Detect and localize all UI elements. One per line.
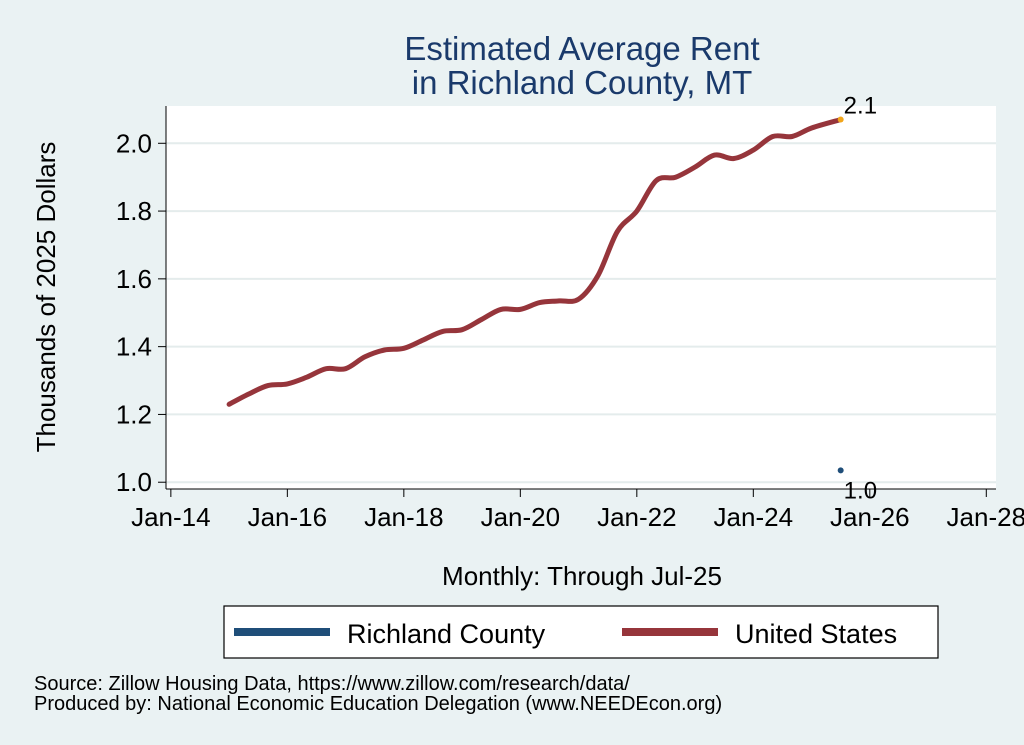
x-tick-label: Jan-24 (714, 502, 794, 532)
x-tick-label: Jan-18 (364, 502, 444, 532)
y-tick-label: 1.2 (116, 399, 152, 429)
source-note: Source: Zillow Housing Data, https://www… (34, 673, 630, 695)
series-point-richland-county (837, 467, 844, 474)
y-axis-ticks: 1.0 1.2 1.4 1.6 1.8 2.0 (116, 128, 166, 497)
x-axis-ticks: Jan-14 Jan-16 Jan-18 Jan-20 Jan-22 Jan-24 Jan-… (131, 489, 1024, 532)
x-tick-label: Jan-26 (830, 502, 910, 532)
x-tick-label: Jan-22 (597, 502, 677, 532)
chart-title-line-1: Estimated Average Rent (404, 30, 759, 67)
y-tick-label: 1.4 (116, 332, 152, 362)
series-end-marker-united-states (837, 116, 844, 123)
legend-box (223, 605, 939, 659)
series-group: 2.1 1.0 (226, 93, 877, 504)
x-tick-label: Jan-16 (248, 502, 328, 532)
legend-label-us: United States (735, 619, 897, 649)
x-axis-label: Monthly: Through Jul-25 (442, 561, 722, 591)
chart-title-line-2: in Richland County, MT (412, 64, 753, 101)
x-tick-label: Jan-28 (947, 502, 1024, 532)
producer-note: Produced by: National Economic Education… (34, 693, 722, 715)
legend-label-richland: Richland County (347, 619, 546, 649)
x-tick-label: Jan-14 (131, 502, 211, 532)
gridlines (166, 142, 996, 484)
x-tick-label: Jan-20 (481, 502, 561, 532)
series-line-united-states (226, 117, 844, 407)
end-label-united-states: 2.1 (844, 93, 877, 120)
y-axis-label: Thousands of 2025 Dollars (31, 142, 61, 453)
y-tick-label: 1.8 (116, 196, 152, 226)
y-tick-label: 2.0 (116, 128, 152, 158)
y-tick-label: 1.0 (116, 467, 152, 497)
end-label-richland-county: 1.0 (844, 477, 877, 504)
y-tick-label: 1.6 (116, 264, 152, 294)
